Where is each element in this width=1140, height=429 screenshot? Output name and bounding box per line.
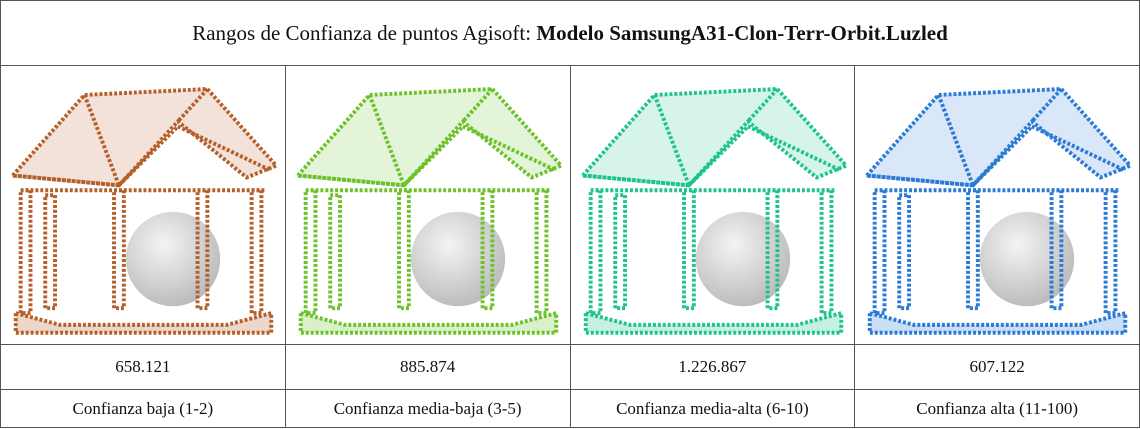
point-count: 607.122 [854,344,1140,390]
point-count: 658.121 [0,344,286,390]
title-model: Modelo SamsungA31-Clon-Terr-Orbit.Luzled [536,20,948,45]
title-cell: Rangos de Confianza de puntos Agisoft: M… [0,0,1140,66]
label-row: Confianza baja (1-2) Confianza media-baj… [0,389,1140,428]
point-cloud-image [865,87,1133,335]
image-cell [0,65,286,345]
confidence-label: Confianza media-alta (6-10) [569,389,856,428]
value-row: 658.121 885.874 1.226.867 607.122 [0,344,1140,390]
confidence-label: Confianza baja (1-2) [0,389,286,428]
title-row: Rangos de Confianza de puntos Agisoft: M… [0,0,1140,66]
image-cell [284,65,571,345]
point-count: 885.874 [284,344,571,390]
confidence-label: Confianza media-baja (3-5) [284,389,571,428]
title-prefix: Rangos de Confianza de puntos Agisoft: [192,20,537,45]
image-row [0,65,1140,345]
image-cell [854,65,1140,345]
point-cloud-image [10,87,279,335]
image-cell [569,65,856,345]
confidence-label: Confianza alta (11-100) [854,389,1140,428]
point-count: 1.226.867 [569,344,856,390]
point-cloud-image [580,87,848,335]
point-cloud-image [295,87,563,335]
